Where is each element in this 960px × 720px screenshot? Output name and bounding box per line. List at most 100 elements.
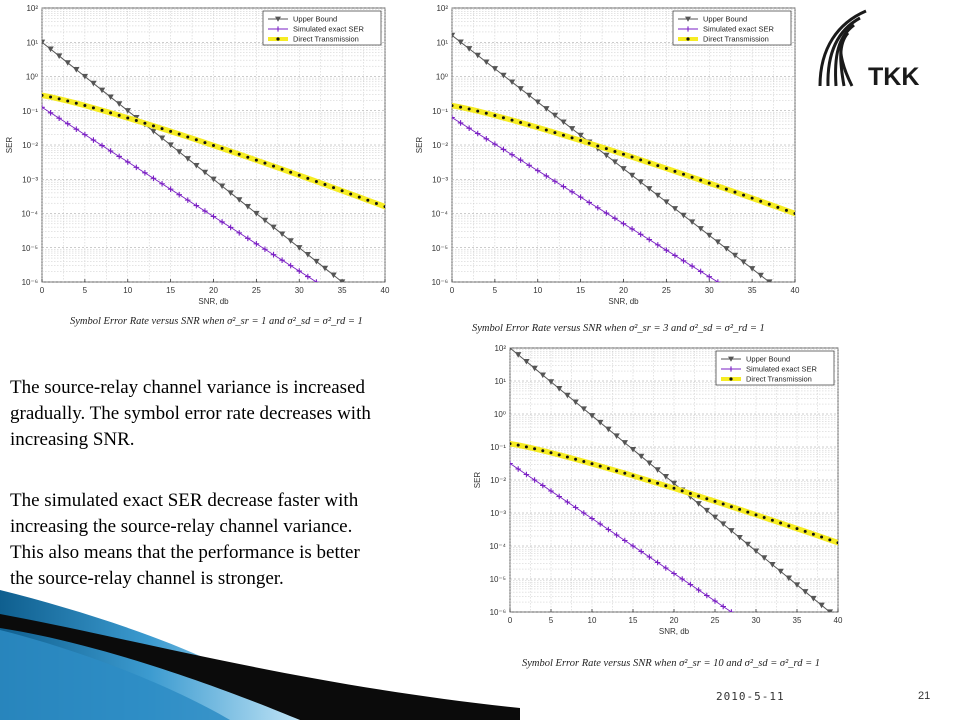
upper-bound-marker <box>150 128 157 135</box>
direct-transmission-marker <box>533 447 537 451</box>
upper-bound-marker <box>539 372 546 379</box>
simulated-ser-marker <box>620 220 627 227</box>
legend-label: Upper Bound <box>293 15 337 24</box>
legend-label: Direct Transmission <box>746 375 812 384</box>
upper-bound-marker <box>73 67 80 73</box>
direct-transmission-marker <box>793 212 795 215</box>
direct-transmission-marker <box>746 510 750 514</box>
direct-transmission-marker <box>203 141 207 145</box>
x-tick-label: 15 <box>576 286 585 295</box>
simulated-ser-marker <box>712 598 718 604</box>
paragraph-1-line-3: increasing SNR. <box>10 429 135 450</box>
simulated-ser-marker <box>597 521 603 527</box>
x-tick-label: 5 <box>549 616 554 625</box>
x-tick-label: 0 <box>508 616 513 625</box>
direct-transmission-marker <box>784 208 788 212</box>
direct-transmission-marker <box>493 113 497 117</box>
paragraph-2-line-1: The simulated exact SER decrease faster … <box>10 490 359 511</box>
upper-bound-marker <box>321 265 329 272</box>
direct-transmission-marker <box>549 451 553 455</box>
ser-chart-3: 0 5 10 15 20 25 30 35 40 10² 10¹ 10⁰ 10⁻¹ 10⁻² 10⁻³ 10⁻… <box>468 340 848 650</box>
simulated-ser-marker <box>540 482 546 489</box>
upper-bound-marker <box>465 46 473 52</box>
simulated-ser-marker <box>523 471 530 478</box>
upper-bound-marker <box>81 73 89 80</box>
paragraph-2: The simulated exact SER decrease faster … <box>10 488 465 592</box>
upper-bound-marker <box>568 126 576 132</box>
y-tick-label: 10¹ <box>26 38 38 47</box>
upper-bound-marker <box>646 460 653 467</box>
upper-bound-marker <box>236 197 243 203</box>
direct-transmission-marker <box>186 135 190 139</box>
simulated-ser-marker <box>515 466 521 472</box>
simulated-ser-marker <box>603 210 610 216</box>
legend-label: Simulated exact SER <box>703 25 774 34</box>
simulated-ser-marker <box>548 488 554 494</box>
direct-transmission-marker <box>680 489 684 493</box>
legend-simulated-marker <box>685 26 691 32</box>
simulated-ser-marker <box>90 137 97 143</box>
page-number: 21 <box>918 690 931 702</box>
simulated-ser-marker <box>654 559 661 566</box>
simulated-ser-marker <box>483 136 490 142</box>
paragraph-2-line-2: increasing the source-relay channel vari… <box>10 516 353 537</box>
simulated-ser-marker <box>622 537 628 544</box>
ser-chart-2-svg: 0 5 10 15 20 25 30 35 40 10² 10¹ 10⁰ 10⁻¹ 10⁻² 10⁻³ 10⁻… <box>415 4 800 306</box>
y-tick-label: 10² <box>494 344 506 353</box>
x-tick-label: 15 <box>629 616 638 625</box>
simulated-ser-marker <box>159 180 165 187</box>
upper-bound-marker <box>90 80 97 87</box>
simulated-ser-marker <box>672 252 678 259</box>
direct-transmission-marker <box>647 479 651 483</box>
simulated-ser-marker <box>646 236 653 243</box>
simulated-ser-marker <box>526 162 532 169</box>
upper-bound-marker <box>793 582 801 588</box>
paragraph-2-line-4: the source-relay channel is stronger. <box>10 568 284 589</box>
direct-transmission-marker <box>582 460 586 464</box>
simulated-ser-marker <box>564 499 571 505</box>
simulated-ser-marker <box>82 131 88 138</box>
y-tick-label: 10⁻⁶ <box>22 278 38 287</box>
upper-bound-marker <box>706 232 713 239</box>
y-tick-label: 10⁻⁴ <box>431 210 448 219</box>
plot-area <box>451 7 796 283</box>
simulated-ser-marker <box>680 257 687 264</box>
x-tick-label: 10 <box>533 286 542 295</box>
upper-bound-marker <box>766 279 773 282</box>
y-tick-label: 10⁻¹ <box>490 443 506 452</box>
upper-bound-marker <box>769 562 776 568</box>
direct-transmission-marker <box>306 176 310 180</box>
direct-transmission-marker <box>690 175 694 179</box>
simulated-ser-line <box>452 117 719 282</box>
direct-transmission-marker <box>587 141 591 145</box>
direct-transmission-marker <box>516 443 520 447</box>
upper-bound-marker <box>227 190 234 196</box>
simulated-ser-marker <box>581 510 587 516</box>
simulated-ser-marker <box>572 504 579 511</box>
upper-bound-marker <box>42 39 46 46</box>
simulated-ser-marker <box>262 246 268 253</box>
legend-upper-marker <box>685 16 691 22</box>
simulated-ser-marker <box>305 273 311 280</box>
upper-bound-marker <box>748 266 756 272</box>
chart-1-caption: Symbol Error Rate versus SNR when σ²_sr … <box>70 316 363 327</box>
legend-label: Simulated exact SER <box>746 365 817 374</box>
upper-bound-marker <box>457 39 464 46</box>
direct-transmission-marker <box>688 491 692 495</box>
direct-transmission-marker <box>169 129 173 133</box>
simulated-ser-marker <box>594 204 601 211</box>
direct-transmission-marker <box>770 518 774 522</box>
upper-bound-marker <box>638 453 645 460</box>
y-tick-label: 10⁻² <box>490 476 506 485</box>
simulated-ser-marker <box>630 543 636 549</box>
simulated-ser-marker <box>715 279 721 282</box>
legend-direct-marker <box>686 37 690 41</box>
upper-bound-marker <box>210 176 217 183</box>
direct-transmission-marker <box>721 502 725 506</box>
direct-transmission-marker <box>762 516 766 520</box>
simulated-ser-marker <box>679 576 685 582</box>
direct-transmission-marker <box>100 108 104 112</box>
x-tick-label: 20 <box>670 616 679 625</box>
upper-bound-marker <box>556 386 563 392</box>
legend-label: Simulated exact SER <box>293 25 364 34</box>
